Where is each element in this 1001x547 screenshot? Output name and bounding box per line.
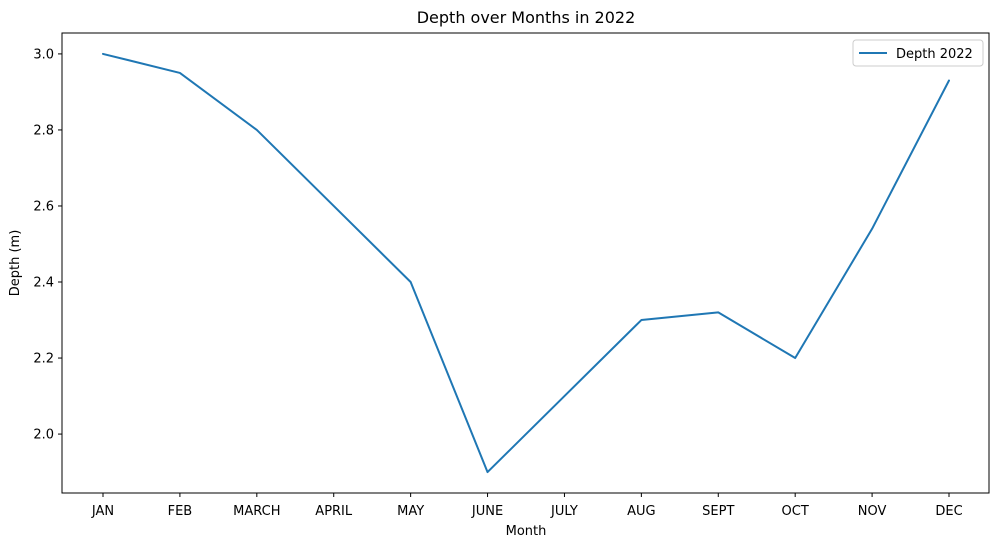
- y-axis-label: Depth (m): [8, 230, 23, 297]
- x-tick-label: JAN: [91, 504, 114, 519]
- x-tick-label: AUG: [627, 504, 655, 519]
- y-tick-label: 2.0: [33, 428, 54, 443]
- plot-frame: [61, 32, 990, 494]
- chart-title: Depth over Months in 2022: [417, 8, 636, 27]
- x-tick-label: DEC: [935, 504, 962, 519]
- legend: Depth 2022: [852, 39, 984, 67]
- x-tick-label: OCT: [782, 504, 809, 519]
- y-tick-label: 2.6: [33, 199, 54, 214]
- x-tick-label: FEB: [168, 504, 193, 519]
- x-axis-label: Month: [506, 524, 547, 539]
- series-layer: [102, 52, 950, 474]
- legend-label-depth-2022: Depth 2022: [896, 47, 973, 62]
- series-line-depth-2022: [102, 52, 950, 474]
- x-tick-label: JUNE: [471, 504, 503, 519]
- x-axis-ticks: JAN FEB MARCH APRIL MAY JUNE JULY AUG SEPT OCT NOV…: [91, 493, 963, 519]
- x-tick-label: APRIL: [315, 504, 353, 519]
- x-tick-label: MAY: [397, 504, 424, 519]
- x-tick-label: MARCH: [233, 504, 280, 519]
- x-tick-label: SEPT: [702, 504, 734, 519]
- y-tick-label: 2.4: [33, 276, 54, 291]
- legend-box: [852, 39, 984, 67]
- y-tick-label: 2.2: [33, 352, 54, 367]
- x-tick-label: JULY: [550, 504, 578, 519]
- y-tick-label: 3.0: [33, 47, 54, 62]
- plot-area: JAN FEB MARCH APRIL MAY JUNE JULY AUG SEPT OCT NOV…: [33, 32, 990, 519]
- x-tick-label: NOV: [858, 504, 887, 519]
- y-tick-label: 2.8: [33, 123, 54, 138]
- y-axis-ticks: 2.0 2.2 2.4 2.6 2.8 3.0: [33, 47, 62, 443]
